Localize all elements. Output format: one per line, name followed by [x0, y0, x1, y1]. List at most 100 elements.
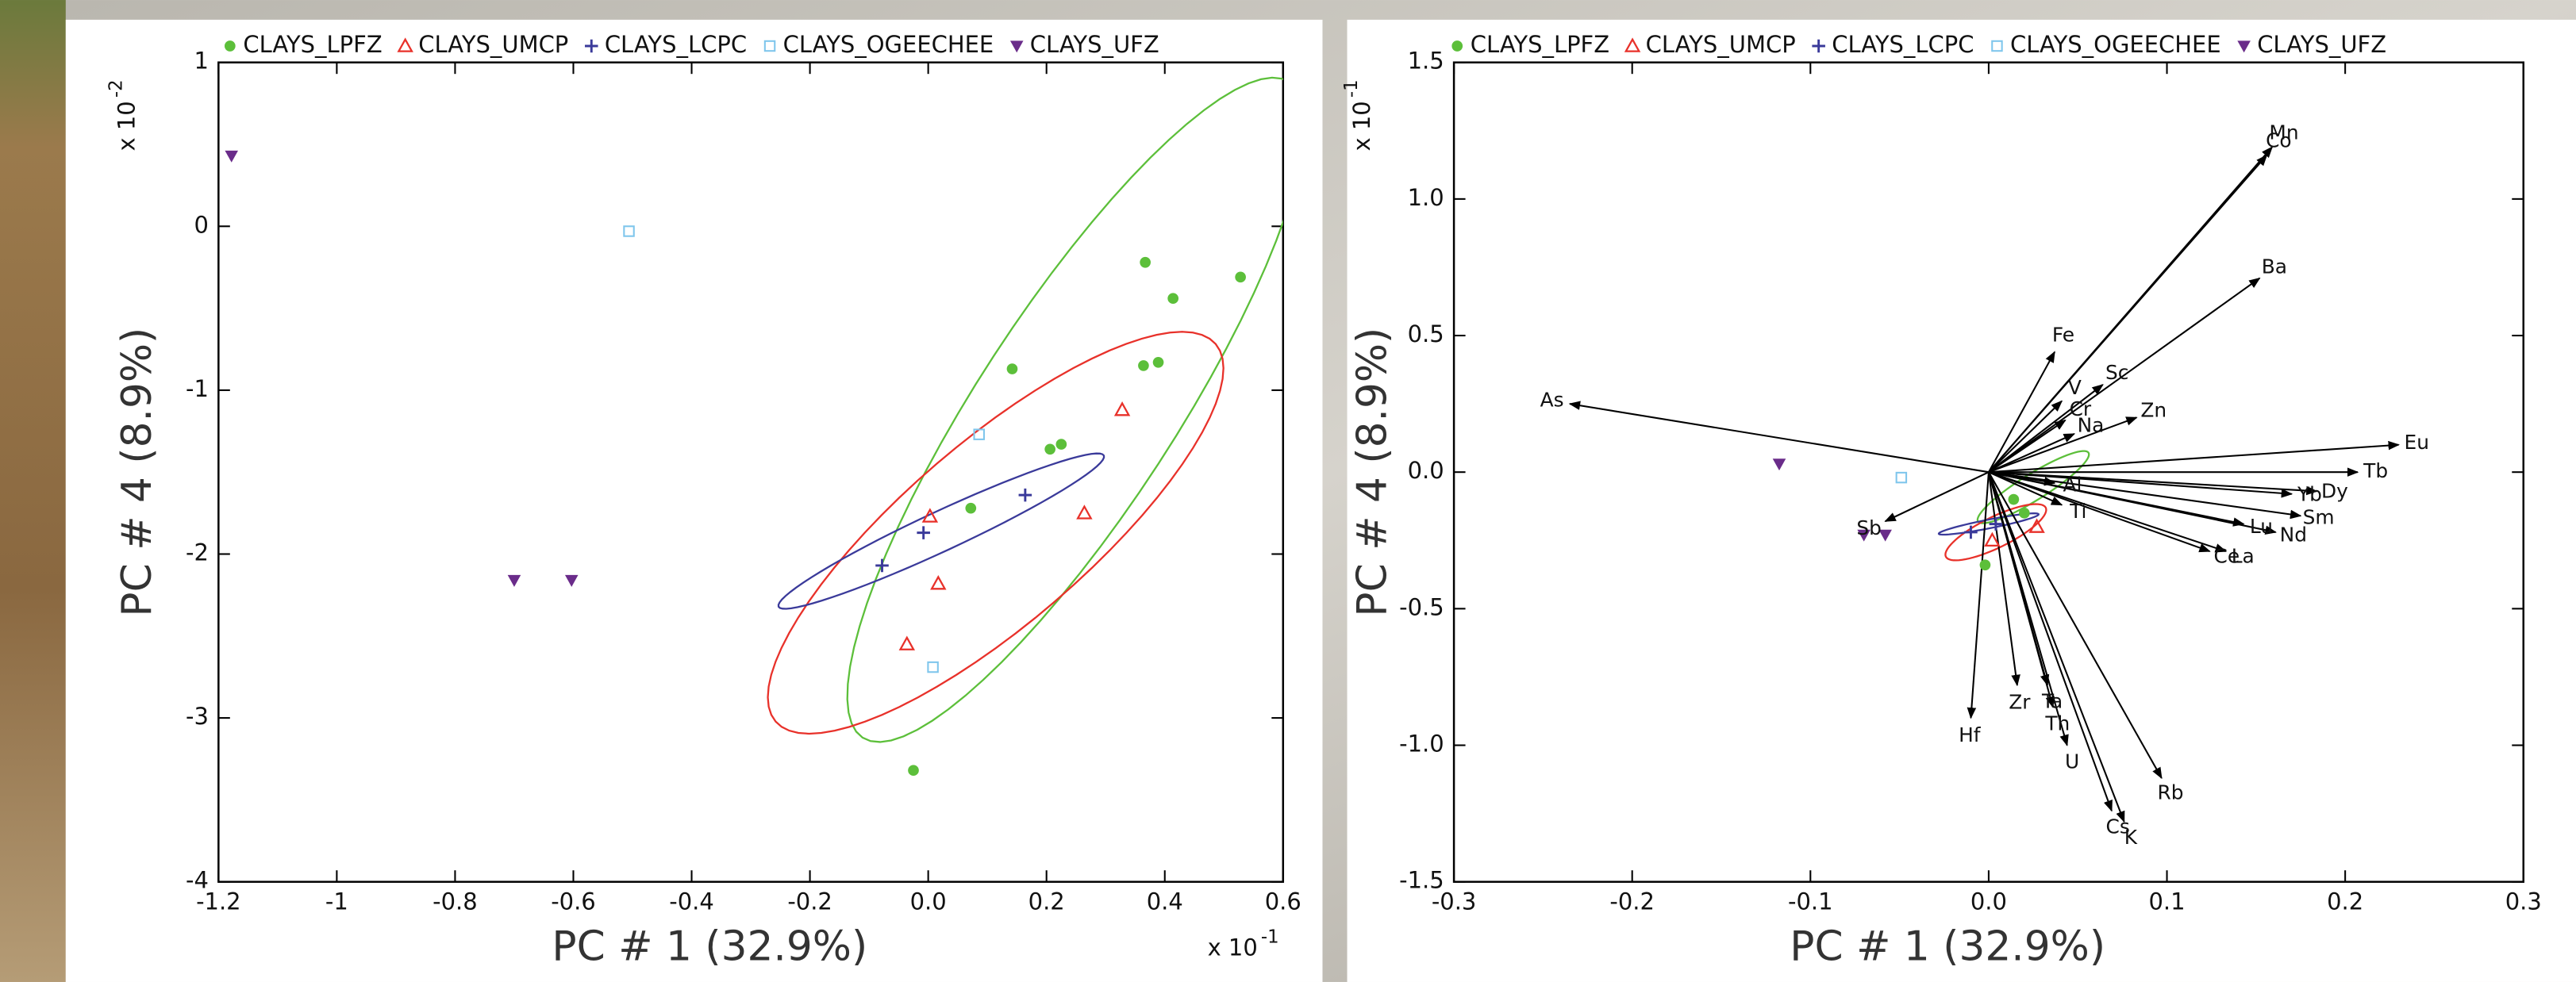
legend-marker: [763, 40, 776, 52]
y-axis-label: PC # 4 (8.9%): [113, 328, 161, 617]
loading-vector: [1988, 471, 2302, 520]
loading-vector: [1988, 471, 2293, 498]
vector-label: Ba: [2262, 255, 2287, 278]
x-tick-label: 0.0: [1970, 888, 2007, 915]
loading-vector: [1988, 400, 2063, 473]
legend-item: CLAYS_UMCP: [1624, 31, 1796, 58]
point: [1235, 271, 1246, 283]
x-tick-label: -0.2: [787, 888, 832, 915]
y-tick-label: -1.0: [1399, 731, 1444, 758]
point: [1138, 360, 1149, 371]
vector-label: Mn: [2269, 121, 2298, 144]
loading-vector: [1884, 471, 1990, 523]
x-tick-label: 0.0: [910, 888, 947, 915]
confidence-ellipse: [777, 452, 1105, 610]
legend-marker: [397, 37, 413, 52]
vector-label: Na: [2078, 414, 2105, 437]
point: [1979, 559, 1991, 571]
loading-vector: [1987, 472, 2020, 687]
legend-label: CLAYS_UMCP: [418, 31, 568, 58]
multiplier-exponent: -2: [106, 79, 126, 98]
vector-label: Th: [2044, 712, 2070, 735]
vector-label: Sc: [2105, 361, 2128, 384]
vector-label: Yb: [2297, 482, 2322, 505]
vector-label: Hf: [1959, 723, 1982, 746]
legend-item: CLAYS_LCPC: [1812, 31, 1974, 58]
vector-label: La: [2232, 544, 2255, 567]
loading-vector: [1988, 471, 2163, 780]
x-tick-label: -1: [325, 888, 348, 915]
x-tick-label: 0.1: [2148, 888, 2185, 915]
vector-label: Cs: [2106, 815, 2130, 838]
loading-vector: [1988, 433, 2076, 474]
legend-marker: [2237, 40, 2251, 53]
plot-area: [1568, 146, 2400, 823]
legend-marker: [1009, 40, 1024, 53]
vector-label: Fe: [2052, 324, 2074, 347]
point: [965, 502, 977, 514]
legend-label: CLAYS_LCPC: [605, 31, 747, 58]
legend-label: CLAYS_LCPC: [1832, 31, 1974, 58]
point: [2008, 493, 2020, 505]
x-axis-label: PC # 1 (32.9%): [552, 923, 867, 971]
point: [1140, 256, 1151, 268]
multiplier-base: x 10: [1348, 101, 1375, 151]
point: [875, 558, 889, 573]
legend-item: CLAYS_LCPC: [584, 31, 747, 58]
y-tick-label: 0: [194, 211, 208, 238]
multiplier-exponent: -1: [1341, 79, 1362, 98]
legend-item: CLAYS_OGEECHEE: [763, 31, 994, 58]
legend-label: CLAYS_LPFZ: [1471, 31, 1609, 58]
legend-marker: [224, 40, 236, 52]
point: [921, 508, 939, 523]
x-tick-label: 0.2: [1028, 888, 1065, 915]
confidence-ellipse: [1937, 512, 2040, 536]
vector-label: Ta: [2041, 690, 2063, 713]
vector-label: Sm: [2303, 505, 2335, 528]
loading-vector: [1988, 471, 2063, 506]
y-tick-label: 0.5: [1408, 320, 1444, 347]
vector-label: Zn: [2140, 398, 2167, 421]
loading-vector: [1988, 416, 2138, 474]
point: [1044, 443, 1055, 455]
y-tick-label: 1: [194, 48, 208, 75]
loading-vector: [1988, 471, 2056, 486]
x-tick-label: -1.2: [196, 888, 241, 915]
point: [1989, 517, 2003, 531]
point: [2019, 508, 2030, 519]
legend-label: CLAYS_OGEECHEE: [2010, 31, 2221, 58]
y-tick-label: -4: [186, 867, 209, 894]
x-tick-label: -0.1: [1788, 888, 1833, 915]
vector-label: Cr: [2070, 397, 2092, 420]
vector-label: Lu: [2250, 515, 2273, 538]
point: [623, 225, 635, 237]
plot-area: [225, 76, 1283, 777]
point: [1006, 363, 1018, 374]
rock-strip: [0, 0, 66, 982]
legend-item: CLAYS_UFZ: [1009, 31, 1159, 58]
legend-item: CLAYS_UFZ: [2237, 31, 2386, 58]
loading-vector: [1988, 440, 2400, 474]
axis-multiplier: x 10 -1: [1341, 79, 1375, 151]
vector-label: Zr: [2009, 690, 2031, 713]
axis-multiplier: x 10-1: [1208, 927, 1279, 961]
loading-vector: [1988, 351, 2055, 473]
legend-marker: [1451, 40, 1463, 52]
point: [908, 765, 919, 777]
legend-label: CLAYS_UFZ: [1030, 31, 1159, 58]
legend-marker: [1624, 37, 1641, 52]
point: [930, 575, 947, 590]
y-axis-label: PC # 4 (8.9%): [1349, 328, 1397, 617]
legend-item: CLAYS_UMCP: [397, 31, 568, 58]
loading-vector: [1988, 471, 2277, 535]
point: [1076, 504, 1093, 520]
point: [1772, 458, 1786, 471]
y-tick-label: -1.5: [1399, 867, 1444, 894]
point: [1167, 293, 1179, 305]
confidence-ellipse: [846, 76, 1283, 743]
point: [564, 574, 579, 587]
loading-vector: [1987, 471, 2069, 746]
point: [1018, 488, 1032, 502]
loading-vector: [1568, 401, 1990, 474]
